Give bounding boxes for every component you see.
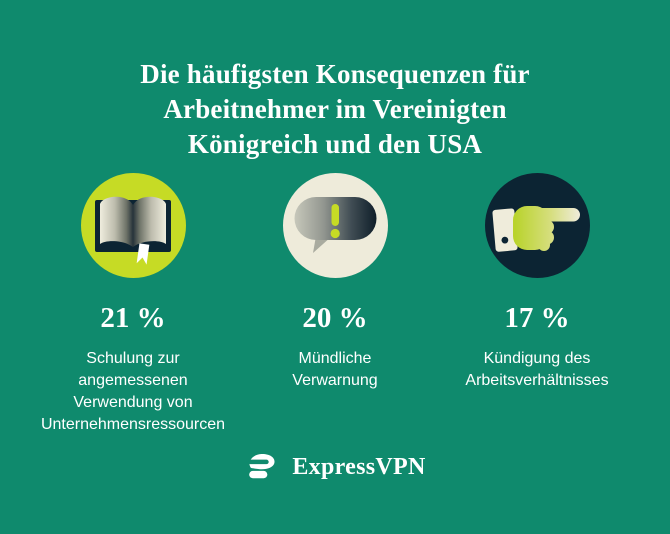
open-book-icon — [81, 173, 186, 278]
stat-circle — [80, 173, 186, 278]
stat-percent: 17 % — [504, 302, 570, 334]
stat-label: Mündliche Verwarnung — [292, 350, 378, 389]
stat-circle — [282, 173, 388, 278]
stat-percent: 20 % — [302, 302, 368, 334]
stat-column-training: 21 % Schulung zur angemessenen Verwendun… — [32, 173, 234, 436]
brand-name: ExpressVPN — [292, 453, 426, 480]
stat-circle — [484, 173, 590, 278]
stat-column-verbal-warning: 20 % Mündliche Verwarnung — [234, 173, 436, 436]
stat-label: Schulung zur angemessenen Verwendung von… — [40, 350, 226, 433]
page-title: Die häufigsten Konsequenzen für Arbeitne… — [140, 59, 530, 159]
stat-percent: 21 % — [100, 302, 166, 334]
speech-bubble-exclamation-icon — [283, 173, 388, 278]
stat-label: Kündigung des Arbeitsverhältnisses — [465, 350, 609, 389]
stats-row: 21 % Schulung zur angemessenen Verwendun… — [32, 173, 638, 436]
brand-footer: ExpressVPN — [0, 449, 670, 485]
stat-column-termination: 17 % Kündigung des Arbeitsverhältnisses — [436, 173, 638, 436]
pointing-hand-icon — [485, 173, 590, 278]
expressvpn-logo-icon — [244, 449, 282, 485]
